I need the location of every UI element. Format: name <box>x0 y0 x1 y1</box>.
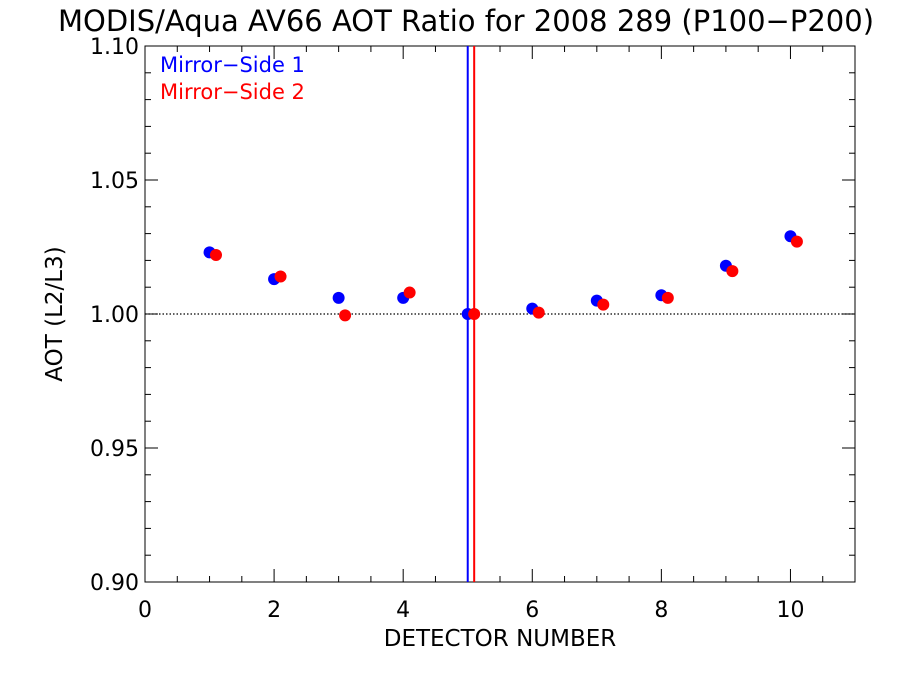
series-2-point <box>597 298 610 311</box>
y-tick-label: 1.00 <box>90 303 139 328</box>
y-tick-label: 0.95 <box>90 437 139 462</box>
x-tick-label: 2 <box>267 598 281 623</box>
y-axis-label: AOT (L2/L3) <box>42 246 68 381</box>
y-tick-label: 1.10 <box>90 35 139 60</box>
x-tick-label: 8 <box>654 598 668 623</box>
series-2-point <box>532 306 545 319</box>
series-2-point <box>210 249 222 262</box>
legend-entry-mirror-side-2: Mirror−Side 2 <box>160 80 305 104</box>
series-2-point <box>403 286 416 299</box>
x-tick-label: 0 <box>138 598 152 623</box>
series-2-point <box>468 308 481 320</box>
series-2-point <box>726 265 739 278</box>
series-2-point <box>274 270 287 283</box>
series-2-point <box>661 291 674 304</box>
legend-entry-mirror-side-1: Mirror−Side 1 <box>160 53 305 77</box>
series-2-point <box>790 235 803 248</box>
x-tick-label: 10 <box>776 598 804 623</box>
data-marks <box>203 46 803 582</box>
axes: 0 2 4 6 8 10 0.90 0.95 1.00 1.05 1.10 <box>90 35 856 623</box>
x-tick-label: 6 <box>525 598 539 623</box>
y-tick-label: 0.90 <box>90 571 139 596</box>
x-axis-label: DETECTOR NUMBER <box>384 626 617 652</box>
chart-title: MODIS/Aqua AV66 AOT Ratio for 2008 289 (… <box>58 4 874 38</box>
series-2-point <box>339 309 352 322</box>
x-tick-label: 4 <box>396 598 410 623</box>
y-tick-label: 1.05 <box>90 169 139 194</box>
series-1-point <box>332 291 345 304</box>
